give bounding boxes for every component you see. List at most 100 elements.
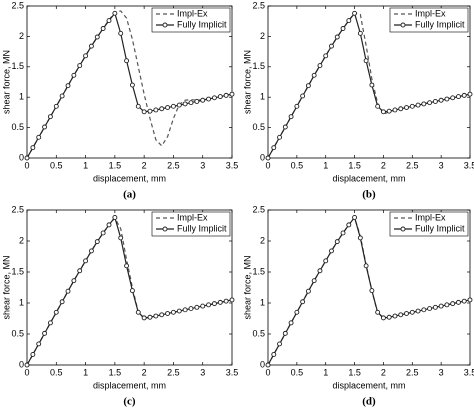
marker (77, 63, 83, 69)
marker (444, 96, 450, 102)
marker (223, 298, 229, 304)
x-axis-label: displacement, mm (93, 380, 166, 390)
marker (427, 100, 433, 106)
x-tick-label: 3.5 (464, 160, 474, 170)
marker (421, 101, 427, 107)
marker (334, 34, 340, 40)
marker (438, 303, 444, 309)
marker (432, 99, 438, 104)
marker (398, 106, 404, 112)
marker (288, 114, 294, 120)
y-tick-label: 0.5 (11, 328, 24, 338)
marker (30, 145, 36, 151)
y-tick-label: 0 (260, 152, 265, 162)
marker (53, 309, 59, 315)
legend-box (151, 211, 231, 237)
marker (94, 239, 100, 245)
marker (165, 105, 171, 110)
marker (165, 311, 171, 316)
marker (194, 99, 200, 104)
marker (404, 105, 409, 110)
legend-label: Fully Implicit (415, 19, 465, 29)
x-tick-label: 0 (24, 367, 29, 377)
x-tick-label: 1.5 (109, 367, 122, 377)
marker (329, 248, 334, 254)
marker (363, 263, 369, 269)
legend-label: Impl-Ex (415, 8, 446, 18)
marker (170, 309, 176, 315)
marker (456, 299, 461, 305)
marker (42, 330, 48, 336)
marker (346, 222, 352, 228)
legend-label: Fully Implicit (177, 223, 227, 233)
marker (124, 58, 130, 64)
marker (334, 239, 340, 245)
x-tick-label: 2 (142, 367, 147, 377)
y-tick-label: 2 (19, 235, 24, 245)
plot-frame (26, 209, 233, 366)
series-line (267, 11, 471, 159)
x-tick-label: 3.5 (464, 367, 474, 377)
y-tick-label: 1 (260, 92, 265, 102)
y-tick-label: 1.5 (11, 266, 24, 276)
marker (369, 288, 375, 294)
y-tick-label: 0.5 (252, 122, 265, 132)
marker (375, 309, 381, 315)
marker (200, 97, 206, 103)
x-tick-label: 2.5 (406, 367, 419, 377)
y-tick-label: 0 (260, 359, 265, 369)
marker (47, 114, 53, 120)
marker (147, 314, 153, 320)
marker (30, 352, 36, 357)
legend-marker (162, 22, 168, 28)
legend-label: Impl-Ex (415, 212, 446, 222)
series-line (26, 10, 233, 159)
y-tick-label: 2.5 (11, 0, 24, 10)
marker (271, 352, 277, 357)
marker (444, 302, 450, 308)
marker (282, 330, 288, 336)
marker (340, 26, 346, 31)
marker (352, 10, 358, 16)
marker (300, 93, 306, 99)
marker (386, 108, 392, 114)
marker (409, 103, 415, 109)
marker (380, 109, 386, 115)
y-tick-label: 0.5 (11, 122, 24, 132)
marker (363, 58, 369, 64)
marker (135, 103, 141, 109)
x-tick-label: 1 (83, 160, 88, 170)
marker (188, 100, 194, 106)
marker (100, 230, 106, 236)
x-tick-label: 0.5 (50, 160, 63, 170)
marker (311, 278, 317, 284)
marker (223, 92, 229, 98)
marker (176, 102, 182, 108)
y-tick-label: 0 (19, 359, 24, 369)
y-tick-label: 1.5 (252, 266, 265, 276)
marker (311, 72, 317, 78)
marker (450, 301, 456, 307)
marker (340, 230, 346, 236)
marker (206, 302, 212, 308)
marker (42, 124, 48, 130)
marker (386, 314, 392, 320)
marker (200, 303, 206, 309)
marker (456, 94, 461, 100)
marker (118, 30, 124, 36)
x-tick-label: 0.5 (50, 367, 63, 377)
marker (392, 107, 398, 113)
marker (415, 102, 421, 108)
marker (176, 308, 182, 314)
marker (83, 53, 89, 59)
marker (77, 268, 83, 274)
marker (106, 222, 112, 228)
marker (317, 268, 323, 274)
x-tick-label: 2.5 (167, 367, 180, 377)
marker (305, 83, 311, 89)
x-tick-label: 3 (200, 367, 205, 377)
marker (153, 107, 159, 113)
y-tick-label: 0.5 (252, 328, 265, 338)
marker (375, 103, 381, 109)
legend-label: Fully Implicit (415, 223, 465, 233)
